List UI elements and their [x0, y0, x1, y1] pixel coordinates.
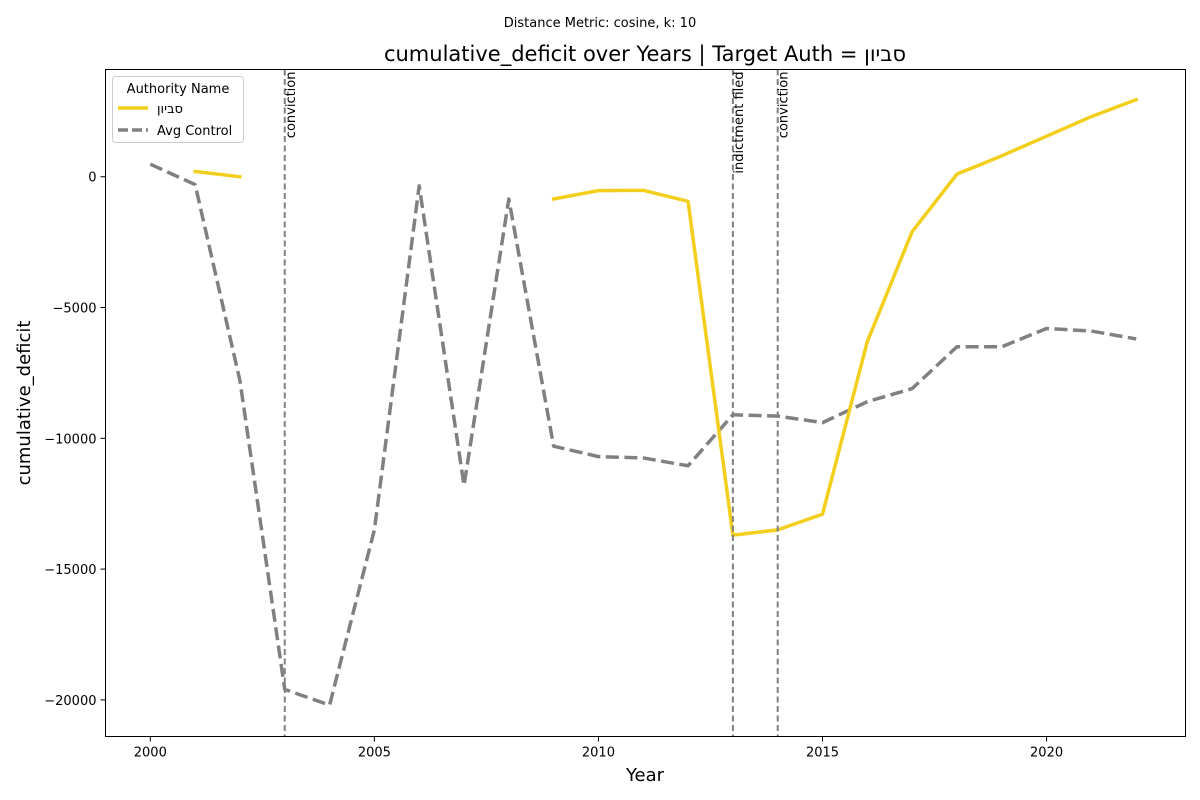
- x-tick-label: 2020: [1030, 746, 1063, 761]
- series-line-target: [193, 169, 242, 179]
- legend-label-control: Avg Control: [157, 124, 232, 139]
- x-axis-title: Year: [625, 765, 665, 786]
- chart-subtitle: Distance Metric: cosine, k: 10: [504, 16, 696, 31]
- y-tick-label: −20000: [44, 694, 96, 709]
- event-label: indictment filed: [732, 72, 747, 174]
- y-tick-label: −10000: [44, 432, 96, 447]
- series-line-target: [551, 97, 1139, 537]
- y-tick-label: 0: [88, 171, 96, 186]
- legend: Authority Name סביון Avg Control: [112, 76, 244, 143]
- series-line-control: [149, 162, 1137, 707]
- y-tick-label: −15000: [44, 563, 96, 578]
- x-tick-label: 2015: [806, 746, 839, 761]
- legend-label-target: סביון: [157, 102, 183, 117]
- y-axis: 0 −5000 −10000 −15000 −20000: [44, 171, 106, 709]
- y-axis-title: cumulative_deficit: [14, 321, 35, 486]
- y-tick-label: −5000: [53, 302, 97, 317]
- legend-box: [112, 76, 244, 143]
- series-layer: [149, 97, 1139, 707]
- chart-title: cumulative_deficit over Years | Target A…: [384, 42, 906, 67]
- x-tick-label: 2005: [358, 746, 391, 761]
- event-label: conviction: [777, 72, 792, 139]
- plot-frame: [105, 69, 1186, 737]
- events-layer: conviction indictment filed conviction: [283, 69, 792, 737]
- legend-title: Authority Name: [127, 82, 230, 97]
- x-tick-label: 2000: [134, 746, 167, 761]
- event-label: conviction: [284, 72, 299, 139]
- x-axis: 2000 2005 2010 2015 2020: [134, 736, 1063, 761]
- x-tick-label: 2010: [582, 746, 615, 761]
